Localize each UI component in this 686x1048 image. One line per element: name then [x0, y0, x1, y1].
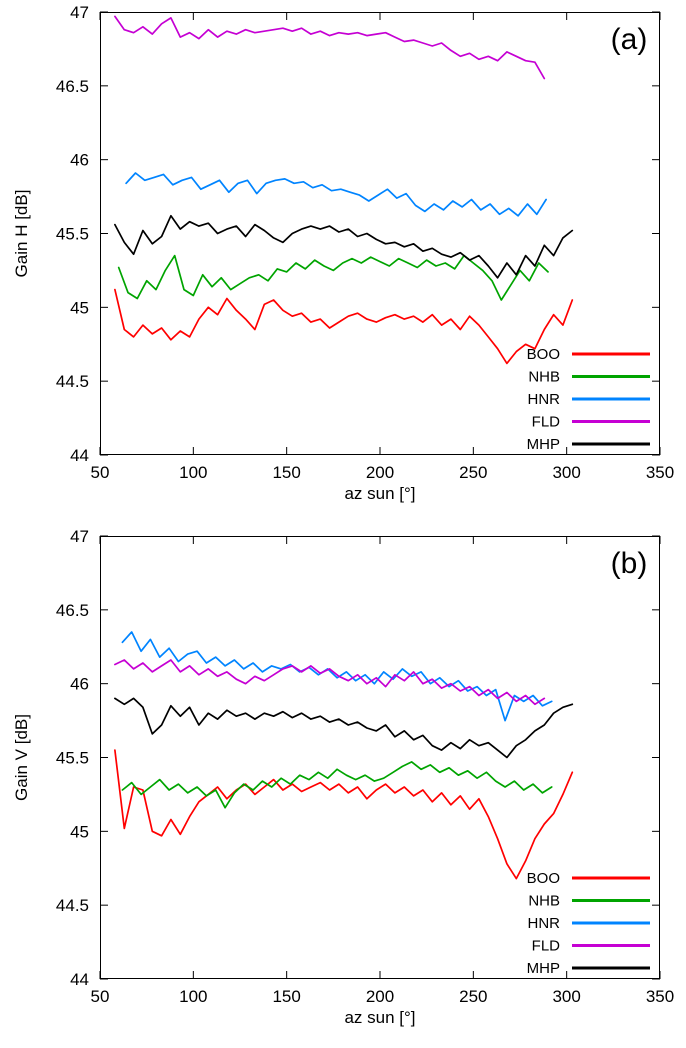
x-tick-label: 50	[91, 463, 110, 482]
x-axis-label: az sun [°]	[344, 1008, 415, 1027]
series-line-boo	[114, 749, 574, 880]
x-tick-label: 150	[272, 987, 300, 1006]
series-line-hnr	[121, 631, 553, 722]
x-tick-label: 200	[366, 463, 394, 482]
y-tick-label: 46.5	[56, 601, 89, 620]
y-tick-label: 45	[70, 298, 89, 317]
x-tick-label: 100	[179, 987, 207, 1006]
gain-h-panel: 50 100 150 200 250 300 350 44 44.5 45 45.5 46 46.5 47…	[12, 3, 675, 503]
series-line-fld	[114, 15, 546, 80]
x-tick-label: 100	[179, 463, 207, 482]
x-axis-label: az sun [°]	[344, 484, 415, 503]
gain-h-chart: 50 100 150 200 250 300 350 44 44.5 45 45.5 46 46.5 47…	[12, 3, 675, 503]
x-tick-label: 300	[552, 987, 580, 1006]
y-tick-label: 46	[70, 151, 89, 170]
y-tick-label: 44.5	[56, 896, 89, 915]
x-tick-label: 250	[459, 463, 487, 482]
panel-label: (b)	[611, 547, 648, 580]
legend-label-fld: FLD	[532, 414, 561, 431]
y-tick-label: 45	[70, 822, 89, 841]
series-line-nhb	[121, 761, 553, 809]
x-tick-label: 350	[646, 463, 674, 482]
legend-label-mhp: MHP	[527, 436, 560, 453]
legend-label-boo: BOO	[527, 346, 560, 363]
series-line-hnr	[125, 172, 547, 217]
y-tick-label: 46.5	[56, 77, 89, 96]
y-tick-label: 45.5	[56, 225, 89, 244]
series-line-mhp	[114, 697, 574, 759]
legend-label-fld: FLD	[532, 938, 561, 955]
y-tick-label: 47	[70, 3, 89, 22]
x-tick-label: 200	[366, 987, 394, 1006]
x-tick-label: 50	[91, 987, 110, 1006]
legend-label-nhb: NHB	[528, 893, 560, 910]
gain-v-chart: 50 100 150 200 250 300 350 44 44.5 45 45.5 46 46.5 47…	[0, 524, 686, 1048]
legend-label-mhp: MHP	[527, 960, 560, 977]
y-tick-label: 45.5	[56, 749, 89, 768]
legend-label-boo: BOO	[527, 870, 560, 887]
x-tick-label: 150	[272, 463, 300, 482]
series-line-fld	[114, 659, 546, 706]
y-tick-label: 47	[70, 527, 89, 546]
y-tick-label: 44.5	[56, 372, 89, 391]
panel-label: (a)	[611, 23, 648, 56]
x-tick-label: 350	[646, 987, 674, 1006]
x-tick-label: 300	[552, 463, 580, 482]
legend-label-nhb: NHB	[528, 369, 560, 386]
x-tick-label: 250	[459, 987, 487, 1006]
series-line-boo	[114, 288, 574, 365]
legend-label-hnr: HNR	[528, 915, 561, 932]
series-line-mhp	[114, 214, 574, 279]
y-axis-label: Gain H [dB]	[12, 190, 31, 278]
y-tick-label: 44	[70, 446, 89, 465]
chart-background	[0, 524, 686, 1048]
y-axis-label: Gain V [dB]	[12, 714, 31, 801]
series-line-nhb	[117, 254, 549, 301]
y-tick-label: 46	[70, 675, 89, 694]
gain-v-panel: 50 100 150 200 250 300 350 44 44.5 45 45.5 46 46.5 47…	[0, 524, 686, 1048]
legend-label-hnr: HNR	[528, 391, 561, 408]
y-tick-label: 44	[70, 970, 89, 989]
